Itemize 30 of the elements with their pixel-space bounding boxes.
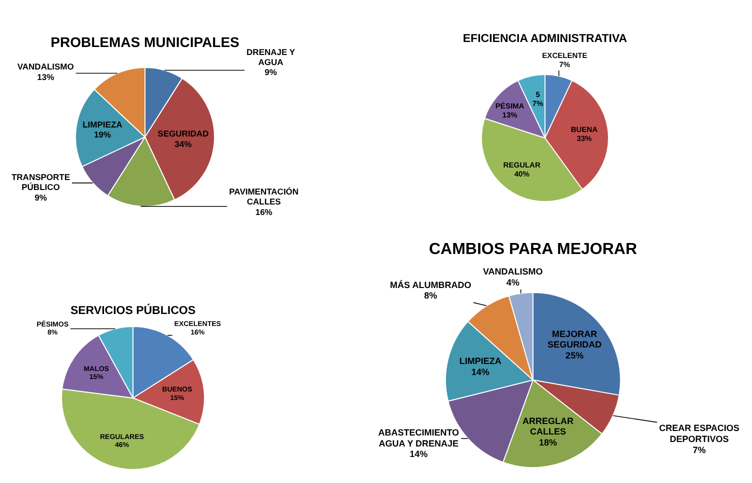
data-label: 14%: [471, 366, 490, 377]
chart-title: PROBLEMAS MUNICIPALES: [50, 34, 240, 50]
chart-title: SERVICIOS PÚBLICOS: [69, 305, 197, 318]
chart-title: EFICIENCIA ADMINISTRATIVA: [462, 33, 628, 46]
slice-label: LIMPIEZA: [459, 356, 502, 366]
slice-label: ABASTECIMIENTO AGUA Y DRENAJE: [378, 428, 460, 448]
slice-label: VANDALISMO: [482, 266, 543, 277]
slice-label: LIMPIEZA: [82, 120, 122, 130]
data-label: 25%: [566, 350, 584, 360]
data-label: 4%: [506, 278, 520, 288]
slice-label: MEJORAR SEGURIDAD: [548, 328, 602, 350]
data-label: 9%: [34, 192, 48, 202]
data-label: 16%: [255, 206, 273, 217]
slice-label: MÁS ALUMBRADO: [390, 280, 472, 290]
data-label: 14%: [410, 449, 428, 460]
slice-label: ARREGLAR CALLES: [522, 416, 574, 437]
data-label: 8%: [424, 290, 438, 301]
slice-label: SEGURIDAD: [158, 128, 209, 139]
slice-label: PAVIMENTACIÓN CALLES: [229, 186, 299, 207]
slice-label: CREAR ESPACIOS DEPORTIVOS: [659, 423, 740, 444]
data-label: 18%: [538, 437, 557, 448]
slice-label: TRANSPORTE PÚBLICO: [11, 172, 70, 192]
data-label: 34%: [174, 138, 192, 149]
data-label: 19%: [94, 130, 112, 140]
slice-label: VANDALISMO: [17, 62, 74, 72]
slice-label: DRENAJE Y AGUA: [246, 46, 296, 67]
data-label: 7%: [692, 444, 706, 455]
chart-title: CAMBIOS PARA MEJORAR: [428, 241, 638, 258]
data-label: 13%: [37, 72, 55, 82]
data-label: 9%: [264, 67, 278, 78]
